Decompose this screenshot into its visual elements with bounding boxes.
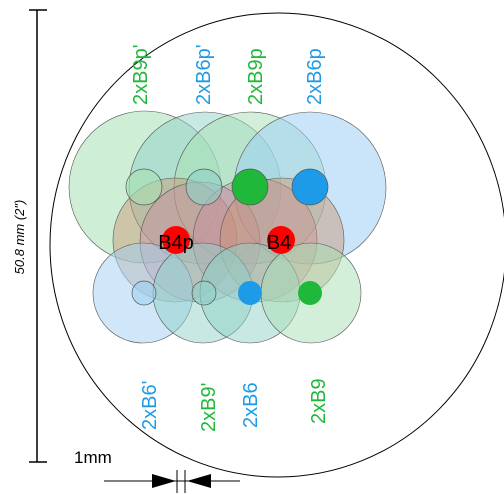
spot-b4 xyxy=(267,226,295,254)
aperture-circle xyxy=(49,12,504,478)
spot-b9 xyxy=(298,281,322,305)
spot-b4p xyxy=(162,226,190,254)
top-label-b9p-prime: 2xB9p' xyxy=(130,44,152,105)
scale-arrow-right-icon xyxy=(152,474,176,488)
bottom-label-b6-prime: 2xB6' xyxy=(139,381,161,430)
bottom-label-b9-prime: 2xB9' xyxy=(198,383,220,432)
top-label-b9p: 2xB9p xyxy=(245,48,267,105)
dimension-label: 50.8 mm (2") xyxy=(12,200,27,275)
bottom-label-b6: 2xB6 xyxy=(240,382,262,428)
top-label-b6p-prime: 2xB6p' xyxy=(193,44,215,105)
spot-b6p xyxy=(291,168,329,206)
top-label-b6p: 2xB6p xyxy=(304,48,326,105)
spot-b6p-prime xyxy=(185,168,223,206)
dimension-indicator: 50.8 mm (2") xyxy=(12,9,47,463)
scale-bar: 1mm xyxy=(74,448,240,493)
center-label-b4: B4 xyxy=(267,232,291,254)
spot-b6 xyxy=(238,281,262,305)
center-label-b4p: B4p xyxy=(158,232,194,254)
spot-b6-prime xyxy=(131,280,157,306)
bottom-label-b9: 2xB9 xyxy=(308,378,330,424)
scale-arrow-left-icon xyxy=(187,474,211,488)
spot-b9-prime xyxy=(191,280,217,306)
spot-b9p xyxy=(231,168,269,206)
spot-b9p-prime xyxy=(125,168,163,206)
scale-bar-label: 1mm xyxy=(74,448,112,467)
